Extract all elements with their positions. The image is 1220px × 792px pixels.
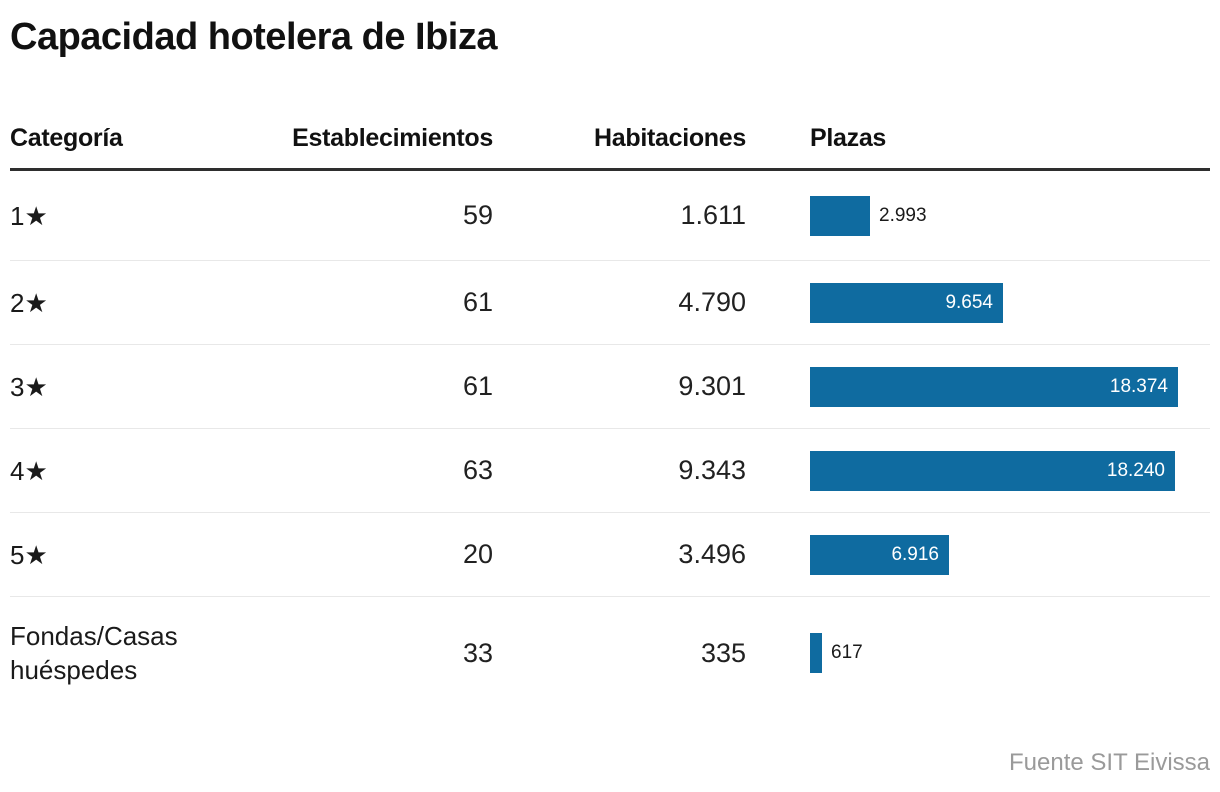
column-header-habitaciones: Habitaciones <box>593 124 746 152</box>
bar-track: 2.993 <box>810 195 1210 236</box>
plazas-bar: 9.654 <box>810 282 1003 323</box>
bar-track: 18.240 <box>810 450 1210 491</box>
table-row: 4★ 63 9.343 18.240 <box>10 429 1210 513</box>
plazas-cell: 9.654 <box>746 282 1210 323</box>
category-cell: 1★ <box>10 200 48 231</box>
establecimientos-cell: 61 <box>462 371 493 401</box>
bar-value-label: 617 <box>831 642 863 663</box>
plazas-bar <box>810 633 822 673</box>
category-cell: 4★ <box>10 455 48 486</box>
establecimientos-cell: 63 <box>462 455 493 485</box>
table-body: 1★ 59 1.611 2.993 2★ 61 4.790 9.654 3★ 61 9.301 18.… <box>10 171 1210 709</box>
plazas-cell: 2.993 <box>746 195 1210 236</box>
bar-track: 6.916 <box>810 534 1210 575</box>
establecimientos-cell: 20 <box>462 539 493 569</box>
column-header-establecimientos: Establecimientos <box>292 124 493 152</box>
establecimientos-cell: 61 <box>462 287 493 317</box>
table-header-row: Categoría Establecimientos Habitaciones … <box>10 124 1210 171</box>
establecimientos-cell: 59 <box>462 200 493 230</box>
habitaciones-cell: 9.343 <box>678 455 746 485</box>
habitaciones-cell: 9.301 <box>678 371 746 401</box>
plazas-bar: 18.240 <box>810 450 1175 491</box>
category-cell: 5★ <box>10 539 48 570</box>
source-credit: Fuente SIT Eivissa <box>1009 749 1210 776</box>
plazas-cell: 6.916 <box>746 534 1210 575</box>
bar-value-label: 18.240 <box>1106 459 1165 481</box>
establecimientos-cell: 33 <box>462 637 493 668</box>
chart-title: Capacidad hotelera de Ibiza <box>10 16 497 58</box>
category-cell: 3★ <box>10 371 48 402</box>
table-row: 2★ 61 4.790 9.654 <box>10 261 1210 345</box>
bar-value-label: 9.654 <box>945 291 993 313</box>
category-cell: 2★ <box>10 287 48 318</box>
bar-track: 18.374 <box>810 366 1210 407</box>
table-row: Fondas/Casas huéspedes 33 335 617 <box>10 597 1210 709</box>
bar-track: 9.654 <box>810 282 1210 323</box>
habitaciones-cell: 335 <box>700 637 746 668</box>
category-cell: Fondas/Casas huéspedes <box>10 621 178 685</box>
plazas-cell: 617 <box>746 633 1210 673</box>
plazas-cell: 18.374 <box>746 366 1210 407</box>
plazas-bar: 18.374 <box>810 366 1178 407</box>
habitaciones-cell: 3.496 <box>678 539 746 569</box>
bar-value-label: 2.993 <box>879 204 927 226</box>
table-row: 3★ 61 9.301 18.374 <box>10 345 1210 429</box>
bar-value-label: 6.916 <box>891 543 939 565</box>
plazas-cell: 18.240 <box>746 450 1210 491</box>
table-row: 5★ 20 3.496 6.916 <box>10 513 1210 597</box>
habitaciones-cell: 4.790 <box>678 287 746 317</box>
plazas-bar: 6.916 <box>810 534 949 575</box>
table-row: 1★ 59 1.611 2.993 <box>10 171 1210 261</box>
plazas-bar <box>810 195 870 236</box>
bar-track: 617 <box>810 633 1210 673</box>
column-header-plazas: Plazas <box>810 124 887 152</box>
column-header-categoria: Categoría <box>10 124 123 152</box>
bar-value-label: 18.374 <box>1109 375 1168 397</box>
habitaciones-cell: 1.611 <box>680 200 746 230</box>
